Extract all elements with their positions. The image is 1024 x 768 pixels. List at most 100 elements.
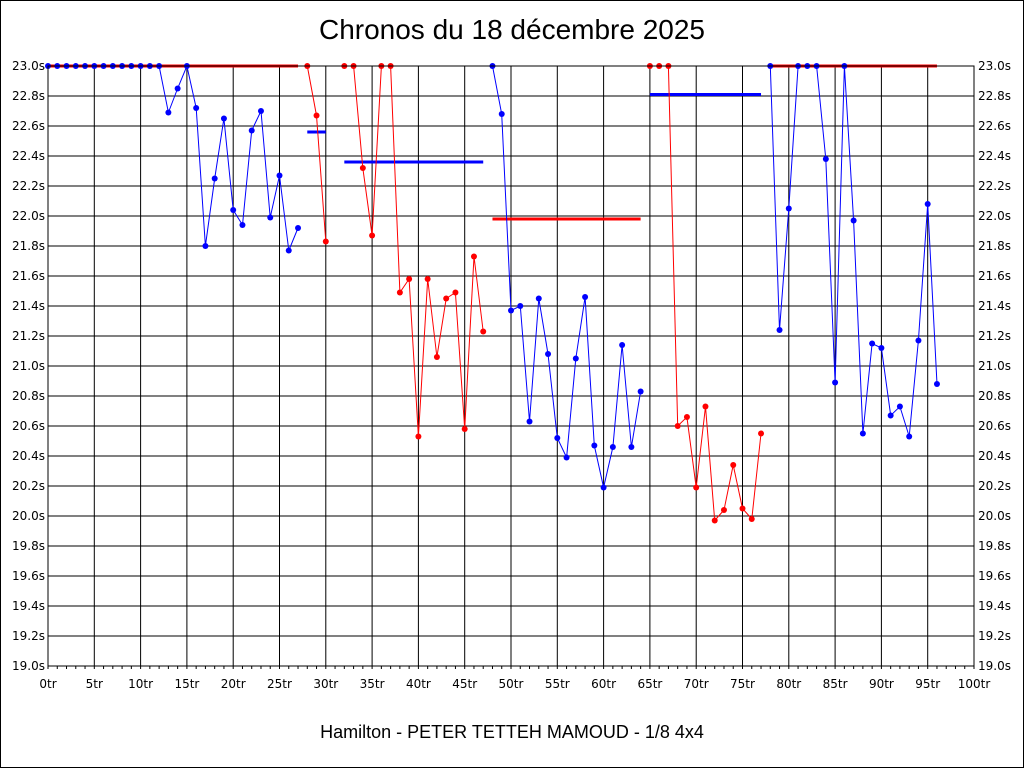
y-tick-label-left: 21.6s bbox=[12, 269, 45, 283]
data-point bbox=[165, 109, 172, 116]
data-point bbox=[887, 412, 894, 419]
y-tick-label-right: 19.4s bbox=[978, 599, 1011, 613]
data-point bbox=[748, 516, 755, 522]
data-point bbox=[776, 327, 783, 333]
data-point bbox=[369, 232, 376, 239]
y-tick-label-left: 22.0s bbox=[12, 209, 45, 223]
y-tick-label-left: 19.0s bbox=[12, 659, 45, 673]
data-point bbox=[619, 342, 626, 348]
data-point bbox=[702, 403, 709, 410]
data-point bbox=[739, 505, 746, 512]
data-point bbox=[470, 253, 477, 260]
y-tick-label-left: 21.8s bbox=[12, 239, 45, 253]
data-point bbox=[406, 276, 413, 282]
y-tick-label-right: 22.8s bbox=[978, 89, 1011, 103]
data-point bbox=[202, 243, 209, 249]
data-point bbox=[535, 295, 542, 302]
data-point bbox=[915, 337, 922, 344]
data-point bbox=[517, 303, 524, 309]
data-point bbox=[600, 484, 607, 491]
data-point bbox=[295, 225, 302, 231]
data-point bbox=[267, 214, 274, 221]
data-point bbox=[563, 454, 570, 461]
y-tick-label-right: 21.2s bbox=[978, 329, 1011, 343]
data-point bbox=[822, 156, 829, 162]
y-tick-label-left: 22.6s bbox=[12, 119, 45, 133]
data-point bbox=[239, 222, 246, 228]
reference-lines bbox=[48, 64, 937, 221]
x-tick-label: 90tr bbox=[869, 677, 894, 691]
data-point bbox=[359, 165, 366, 171]
data-point bbox=[711, 517, 718, 524]
data-point bbox=[220, 115, 227, 122]
data-point bbox=[693, 484, 700, 491]
data-point bbox=[582, 294, 589, 300]
x-tick-label: 45tr bbox=[452, 677, 477, 691]
x-tick-label: 10tr bbox=[128, 677, 153, 691]
data-point bbox=[591, 442, 598, 449]
tick-labels: 0tr 5tr 10tr 15tr 20tr 25tr 30tr 35tr 40tr 45tr 50… bbox=[12, 59, 1011, 691]
y-tick-label-left: 19.2s bbox=[12, 629, 45, 643]
x-tick-label: 35tr bbox=[360, 677, 385, 691]
y-tick-label-right: 21.8s bbox=[978, 239, 1011, 253]
x-tick-label: 25tr bbox=[267, 677, 292, 691]
x-tick-label: 75tr bbox=[730, 677, 755, 691]
x-tick-label: 15tr bbox=[174, 677, 199, 691]
data-point bbox=[924, 201, 931, 207]
data-point bbox=[452, 289, 459, 296]
series-line-0-1 bbox=[492, 65, 642, 488]
y-tick-label-left: 20.6s bbox=[12, 419, 45, 433]
plot-area-border bbox=[47, 65, 975, 667]
data-point bbox=[554, 435, 561, 441]
x-tick-label: 40tr bbox=[406, 677, 431, 691]
data-point bbox=[230, 207, 237, 213]
y-tick-label-right: 21.0s bbox=[978, 359, 1011, 373]
series-line-0-2 bbox=[769, 65, 938, 437]
data-point bbox=[285, 247, 292, 254]
data-point bbox=[832, 379, 839, 386]
y-tick-label-right: 19.6s bbox=[978, 569, 1011, 583]
data-point bbox=[313, 112, 320, 119]
data-point bbox=[322, 238, 329, 245]
x-tick-label: 95tr bbox=[915, 677, 940, 691]
y-tick-label-right: 20.4s bbox=[978, 449, 1011, 463]
series-line-1-2 bbox=[649, 65, 762, 522]
data-point bbox=[433, 354, 440, 360]
y-tick-label-right: 22.0s bbox=[978, 209, 1011, 223]
chart-subtitle: Hamilton - PETER TETTEH MAMOUD - 1/8 4x4 bbox=[320, 722, 704, 742]
data-point bbox=[424, 276, 431, 282]
y-tick-label-left: 19.8s bbox=[12, 539, 45, 553]
y-tick-label-right: 21.4s bbox=[978, 299, 1011, 313]
data-point bbox=[758, 430, 765, 437]
y-tick-label-right: 20.0s bbox=[978, 509, 1011, 523]
data-point bbox=[609, 444, 616, 450]
y-tick-label-right: 19.8s bbox=[978, 539, 1011, 553]
x-tick-label: 100tr bbox=[958, 677, 991, 691]
x-tick-label: 30tr bbox=[313, 677, 338, 691]
y-tick-label-right: 20.8s bbox=[978, 389, 1011, 403]
x-tick-label: 20tr bbox=[221, 677, 246, 691]
data-point bbox=[174, 85, 181, 92]
data-point bbox=[933, 381, 940, 387]
y-tick-label-left: 21.2s bbox=[12, 329, 45, 343]
y-tick-label-left: 22.4s bbox=[12, 149, 45, 163]
x-tick-label: 60tr bbox=[591, 677, 616, 691]
data-point bbox=[508, 307, 514, 314]
data-point bbox=[869, 340, 876, 347]
series-line-1-1 bbox=[344, 65, 484, 437]
y-tick-label-right: 20.2s bbox=[978, 479, 1011, 493]
data-point bbox=[859, 430, 866, 437]
data-point bbox=[193, 105, 200, 111]
series-line-0-0 bbox=[48, 64, 299, 253]
y-tick-label-left: 20.4s bbox=[12, 449, 45, 463]
data-point bbox=[850, 217, 857, 224]
data-point bbox=[878, 345, 885, 351]
y-tick-label-right: 22.2s bbox=[978, 179, 1011, 193]
y-tick-label-right: 21.6s bbox=[978, 269, 1011, 283]
y-tick-label-right: 23.0s bbox=[978, 59, 1011, 73]
y-tick-label-left: 21.4s bbox=[12, 299, 45, 313]
x-tick-label: 50tr bbox=[499, 677, 524, 691]
x-tick-label: 70tr bbox=[684, 677, 709, 691]
y-tick-label-right: 19.0s bbox=[978, 659, 1011, 673]
